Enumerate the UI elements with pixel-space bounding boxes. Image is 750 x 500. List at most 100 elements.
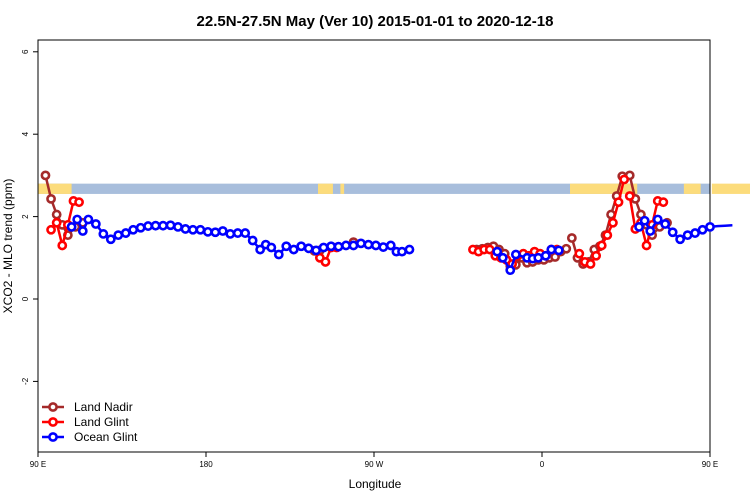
data-point (602, 230, 613, 241)
data-point (370, 240, 381, 251)
x-axis-label: Longitude (349, 477, 402, 491)
y-tick-label: 6 (21, 49, 30, 54)
data-point (158, 220, 168, 231)
data-point (120, 228, 131, 238)
data-point (639, 215, 650, 226)
chart-title: 22.5N-27.5N May (Ver 10) 2015-01-01 to 2… (197, 13, 554, 30)
data-point (173, 221, 183, 232)
data-point (333, 241, 344, 252)
data-point (273, 249, 284, 260)
x-tick-label: 90 E (30, 460, 46, 469)
data-point (150, 220, 161, 231)
data-point (51, 209, 62, 220)
y-tick-label: 0 (21, 296, 30, 301)
data-point (675, 234, 686, 245)
x-tick-label: 180 (199, 460, 213, 469)
data-point (591, 250, 602, 261)
data-point (326, 241, 336, 252)
data-point (188, 224, 198, 235)
data-point (232, 228, 243, 238)
ocean-band (38, 183, 710, 194)
data-point (165, 220, 176, 231)
data-point (697, 224, 708, 235)
data-point (113, 230, 124, 241)
y-axis: -2 0 2 4 6 (21, 49, 38, 385)
data-point (46, 193, 56, 204)
data-point (385, 240, 396, 251)
data-point (690, 228, 700, 238)
data-point (634, 221, 644, 232)
land-patch (340, 183, 345, 194)
legend-label: Ocean Glint (74, 430, 138, 444)
data-point (90, 219, 101, 229)
data-point (660, 219, 671, 229)
data-point (585, 259, 596, 269)
data-point (74, 197, 84, 208)
data-point (497, 252, 508, 263)
data-point (266, 242, 277, 253)
x-tick-label: 90 W (365, 460, 384, 469)
data-point (378, 242, 389, 252)
data-point (356, 238, 366, 249)
data-point (83, 214, 94, 225)
data-point (57, 240, 68, 251)
data-point (195, 224, 206, 235)
x-tick-label: 0 (540, 460, 545, 469)
land-patch (683, 183, 701, 194)
land-patch (570, 183, 638, 194)
data-point (510, 249, 521, 260)
data-point (363, 239, 374, 250)
data-point (46, 224, 56, 235)
data-point (619, 174, 630, 185)
data-point (546, 244, 557, 255)
land-patch (318, 183, 333, 194)
data-point (311, 245, 322, 256)
data-point (624, 191, 635, 201)
data-point (667, 227, 678, 238)
y-axis-label: XCO2 - MLO trend (ppm) (1, 179, 15, 314)
data-point (66, 221, 77, 232)
legend-marker (48, 402, 58, 412)
data-point (180, 224, 191, 234)
data-point (341, 240, 351, 251)
data-point (682, 230, 693, 241)
data-point (77, 226, 88, 236)
y-tick-label: 2 (21, 214, 30, 219)
data-point (40, 170, 51, 181)
data-point (281, 241, 292, 252)
data-point (303, 243, 314, 254)
x-tick-label: 90 E (702, 460, 718, 469)
land-patch (711, 183, 750, 194)
data-point (566, 233, 577, 243)
y-tick-label: 4 (21, 131, 30, 136)
data-point (318, 242, 329, 253)
data-point (574, 248, 585, 259)
data-point (143, 221, 154, 231)
data-point (505, 265, 516, 276)
data-point (613, 197, 624, 208)
data-point (608, 217, 618, 228)
data-point (202, 226, 213, 237)
data-point (51, 217, 62, 228)
data-point (652, 214, 663, 225)
data-point (72, 214, 83, 225)
land-patch (38, 183, 72, 194)
series-ocean-glint (66, 214, 733, 276)
data-point (135, 222, 146, 233)
data-point (225, 229, 236, 239)
data-point (645, 226, 656, 236)
y-tick-label: -2 (21, 377, 30, 385)
data-point (105, 234, 116, 245)
data-point (128, 224, 139, 235)
legend-marker (48, 432, 58, 442)
series-group (40, 170, 733, 276)
data-point (658, 197, 669, 208)
data-point (240, 228, 251, 238)
data-point (255, 244, 266, 255)
data-point (561, 243, 572, 254)
data-point (98, 229, 109, 239)
data-point (705, 221, 715, 232)
data-point (320, 257, 331, 267)
